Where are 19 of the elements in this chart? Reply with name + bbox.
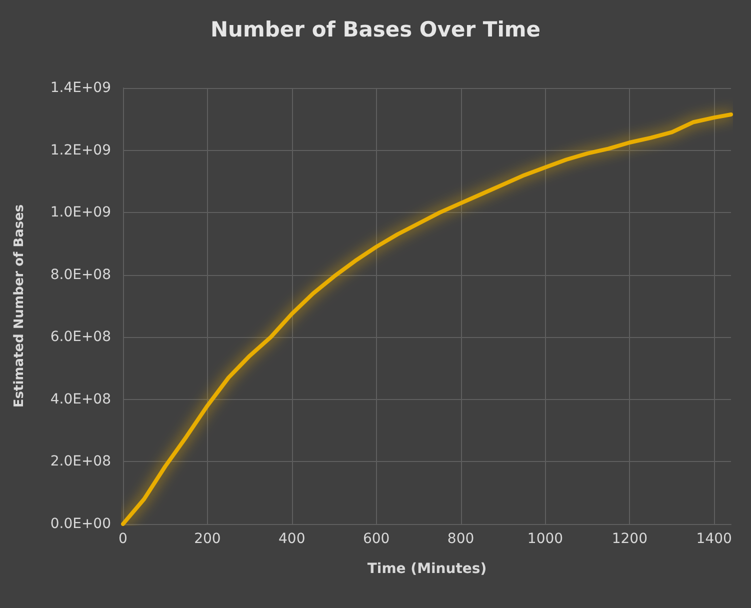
y-tick-label: 1.4E+09: [50, 80, 111, 96]
x-tick-label: 1400: [696, 531, 732, 547]
y-tick-label: 2.0E+08: [50, 454, 111, 470]
x-axis-title: Time (Minutes): [367, 561, 487, 577]
y-tick-label: 4.0E+08: [50, 391, 111, 408]
x-tick-label: 400: [278, 531, 306, 547]
y-tick-label: 1.2E+09: [50, 142, 111, 158]
x-tick-label: 800: [447, 531, 474, 547]
x-tick-label: 200: [194, 531, 221, 547]
chart-title: Number of Bases Over Time: [210, 18, 541, 42]
x-tick-label: 600: [362, 531, 390, 547]
y-tick-label: 1.0E+09: [50, 204, 111, 221]
x-tick-label: 1000: [527, 531, 564, 547]
y-axis-title: Estimated Number of Bases: [12, 204, 27, 408]
y-tick-label: 0.0E+00: [50, 516, 111, 532]
x-tick-label: 1200: [612, 531, 648, 547]
y-tick-label: 6.0E+08: [50, 329, 111, 346]
y-tick-label: 8.0E+08: [50, 266, 111, 283]
x-tick-label: 0: [118, 531, 128, 547]
